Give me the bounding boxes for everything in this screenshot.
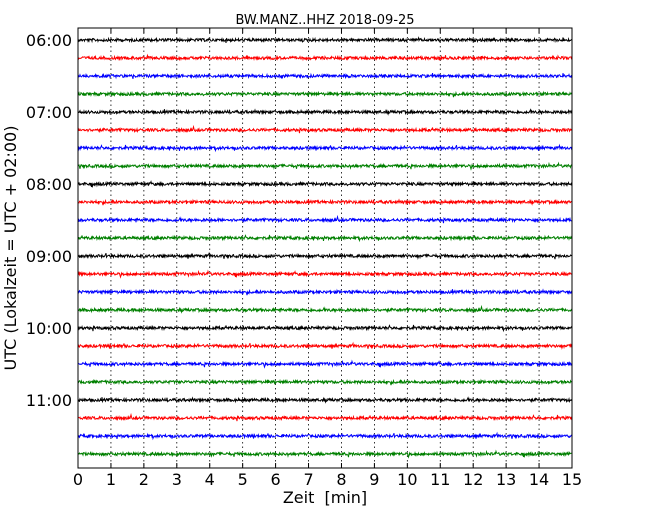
y-tick-label: 08:00 — [26, 175, 72, 194]
trace-line — [77, 378, 573, 386]
x-axis-label: Zeit [min] — [283, 488, 367, 507]
x-tick-label: 3 — [172, 470, 182, 489]
x-tick-label: 0 — [73, 470, 83, 489]
x-tick-label: 10 — [397, 470, 417, 489]
trace-line — [77, 90, 573, 98]
trace-line — [77, 396, 573, 404]
trace-line — [77, 304, 573, 314]
trace-line — [77, 198, 573, 206]
chart-title: BW.MANZ..HHZ 2018-09-25 — [235, 13, 414, 28]
trace-line — [77, 269, 573, 279]
x-axis-ticks: 0 1 2 3 4 5 6 7 8 9 10 11 12 13 14 15 — [73, 28, 582, 489]
y-axis-ticks: 06:00 07:00 08:00 09:00 10:00 11:00 — [26, 31, 83, 410]
x-tick-label: 2 — [139, 470, 149, 489]
x-tick-label: 7 — [303, 470, 313, 489]
y-axis-label: UTC (Lokalzeit = UTC + 02:00) — [1, 126, 20, 371]
trace-line — [77, 431, 573, 441]
x-tick-label: 1 — [106, 470, 116, 489]
x-tick-label: 4 — [205, 470, 215, 489]
y-tick-label: 11:00 — [26, 391, 72, 410]
y-tick-label: 07:00 — [26, 103, 72, 122]
trace-line — [77, 53, 573, 62]
x-tick-label: 11 — [430, 470, 450, 489]
trace-line — [77, 412, 573, 422]
trace-line — [77, 288, 573, 296]
trace-line — [77, 143, 573, 153]
trace-group — [77, 36, 573, 459]
x-tick-label: 15 — [562, 470, 582, 489]
trace-line — [77, 124, 573, 134]
trace-line — [77, 72, 573, 80]
grid-lines — [110, 28, 540, 468]
y-tick-label: 06:00 — [26, 31, 72, 50]
trace-line — [77, 161, 573, 171]
trace-line — [77, 234, 573, 243]
y-tick-label: 09:00 — [26, 247, 72, 266]
trace-line — [77, 449, 573, 459]
x-tick-label: 14 — [529, 470, 549, 489]
trace-line — [77, 359, 573, 369]
x-tick-label: 12 — [463, 470, 483, 489]
trace-line — [77, 180, 573, 189]
x-tick-label: 5 — [238, 470, 248, 489]
y-tick-label: 10:00 — [26, 319, 72, 338]
x-tick-label: 13 — [496, 470, 516, 489]
trace-line — [77, 36, 573, 44]
trace-line — [77, 251, 573, 260]
plot-frame — [77, 27, 573, 469]
trace-line — [77, 324, 573, 333]
x-tick-label: 9 — [369, 470, 379, 489]
trace-line — [77, 214, 573, 224]
x-tick-label: 8 — [336, 470, 346, 489]
x-tick-label: 6 — [271, 470, 281, 489]
trace-line — [77, 108, 573, 116]
trace-line — [77, 341, 573, 350]
